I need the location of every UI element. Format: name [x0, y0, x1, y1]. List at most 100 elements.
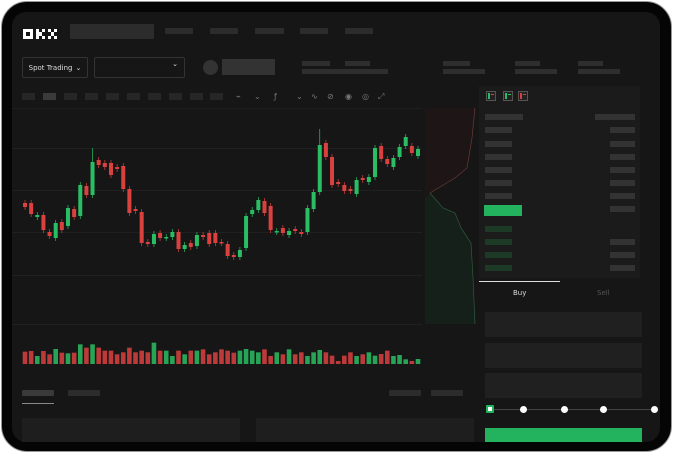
candle[interactable] — [188, 243, 193, 247]
pencil-icon[interactable]: ⊘ — [327, 92, 334, 101]
price-input[interactable] — [485, 312, 642, 337]
timeframe-button[interactable] — [85, 93, 98, 100]
bid-price[interactable] — [485, 226, 512, 232]
candles-icon[interactable]: ⌁ — [236, 92, 241, 101]
candle[interactable] — [280, 228, 285, 233]
slider-step-100[interactable] — [651, 406, 658, 413]
candle[interactable] — [84, 186, 89, 195]
slider-handle[interactable] — [486, 405, 494, 413]
camera-icon[interactable]: ◉ — [345, 92, 352, 101]
candle[interactable] — [213, 233, 218, 243]
candle[interactable] — [336, 182, 341, 184]
nav-item[interactable] — [255, 28, 284, 34]
candle[interactable] — [293, 229, 298, 231]
candle[interactable] — [108, 163, 113, 175]
candle[interactable] — [170, 232, 175, 237]
buy-submit-button[interactable] — [485, 428, 642, 442]
candle[interactable] — [231, 255, 236, 257]
candle[interactable] — [23, 203, 27, 207]
candle[interactable] — [256, 200, 261, 210]
candle[interactable] — [354, 180, 359, 194]
bottom-action[interactable] — [389, 390, 421, 396]
okx-logo[interactable] — [22, 25, 62, 39]
candle[interactable] — [391, 158, 396, 167]
ask-price[interactable] — [485, 193, 512, 199]
candle[interactable] — [373, 148, 378, 177]
slider-step-50[interactable] — [561, 406, 568, 413]
candle[interactable] — [366, 177, 371, 182]
tab-sell[interactable]: Sell — [597, 289, 610, 297]
candle[interactable] — [182, 245, 187, 249]
candle[interactable] — [299, 232, 304, 234]
target-icon[interactable]: ◎ — [362, 92, 369, 101]
candle[interactable] — [133, 209, 138, 211]
candle[interactable] — [121, 166, 126, 189]
candle[interactable] — [317, 145, 322, 192]
candle[interactable] — [102, 163, 107, 167]
candle[interactable] — [409, 146, 414, 153]
candle[interactable] — [397, 147, 402, 157]
slider-track[interactable] — [490, 409, 656, 410]
candle[interactable] — [360, 178, 365, 180]
chevron-down-icon[interactable]: ⌄ — [296, 92, 303, 101]
candle[interactable] — [176, 232, 181, 249]
candle[interactable] — [225, 244, 230, 256]
amount-input[interactable] — [485, 343, 642, 368]
timeframe-button[interactable] — [64, 93, 77, 100]
candle[interactable] — [207, 233, 212, 244]
candle[interactable] — [250, 210, 255, 214]
candle[interactable] — [78, 185, 83, 216]
candle[interactable] — [35, 215, 40, 217]
line-icon[interactable]: ∿ — [311, 92, 318, 101]
candle[interactable] — [403, 137, 408, 146]
candle[interactable] — [29, 203, 34, 214]
bids-icon[interactable] — [503, 91, 513, 101]
ask-price[interactable] — [485, 167, 512, 173]
ask-price[interactable] — [485, 154, 512, 160]
candle[interactable] — [96, 160, 101, 165]
nav-item[interactable] — [210, 28, 238, 34]
candle[interactable] — [330, 157, 335, 185]
timeframe-button[interactable] — [43, 93, 56, 100]
candle[interactable] — [237, 250, 242, 257]
candle[interactable] — [127, 189, 132, 213]
candle[interactable] — [262, 201, 267, 213]
last-price-highlight[interactable] — [484, 205, 522, 216]
candle[interactable] — [65, 208, 70, 226]
asks-icon[interactable] — [518, 91, 528, 101]
candle[interactable] — [219, 242, 224, 244]
spot-trading-dropdown[interactable]: Spot Trading ⌄ — [22, 57, 88, 78]
timeframe-button[interactable] — [106, 93, 119, 100]
candle[interactable] — [72, 209, 77, 217]
candle[interactable] — [47, 232, 52, 236]
ask-price[interactable] — [485, 127, 512, 133]
both-sides-icon[interactable] — [486, 91, 496, 101]
candle[interactable] — [194, 235, 199, 246]
candle[interactable] — [158, 233, 163, 238]
tab-buy[interactable]: Buy — [513, 289, 527, 297]
timeframe-button[interactable] — [210, 93, 223, 100]
ask-price[interactable] — [485, 180, 512, 186]
nav-item[interactable] — [165, 28, 193, 34]
candle[interactable] — [348, 189, 353, 191]
chevron-down-icon[interactable]: ⌄ — [254, 92, 261, 101]
candle[interactable] — [287, 231, 292, 235]
timeframe-button[interactable] — [127, 93, 140, 100]
fullscreen-icon[interactable]: ⤢ — [378, 92, 385, 101]
bottom-tab[interactable] — [68, 390, 100, 396]
candle[interactable] — [311, 192, 316, 209]
fx-icon[interactable]: ƒ — [274, 92, 277, 101]
bottom-tab-active[interactable] — [22, 390, 54, 396]
candle[interactable] — [385, 159, 390, 164]
candle[interactable] — [201, 235, 206, 237]
nav-item[interactable] — [300, 28, 328, 34]
pair-selector[interactable]: ⌄ — [94, 57, 185, 78]
candle[interactable] — [274, 231, 279, 233]
candle[interactable] — [151, 234, 156, 244]
candle[interactable] — [145, 242, 150, 244]
candle[interactable] — [59, 222, 64, 230]
nav-item[interactable] — [345, 28, 373, 34]
timeframe-button[interactable] — [22, 93, 35, 100]
candle[interactable] — [90, 162, 95, 195]
candle[interactable] — [342, 185, 347, 191]
